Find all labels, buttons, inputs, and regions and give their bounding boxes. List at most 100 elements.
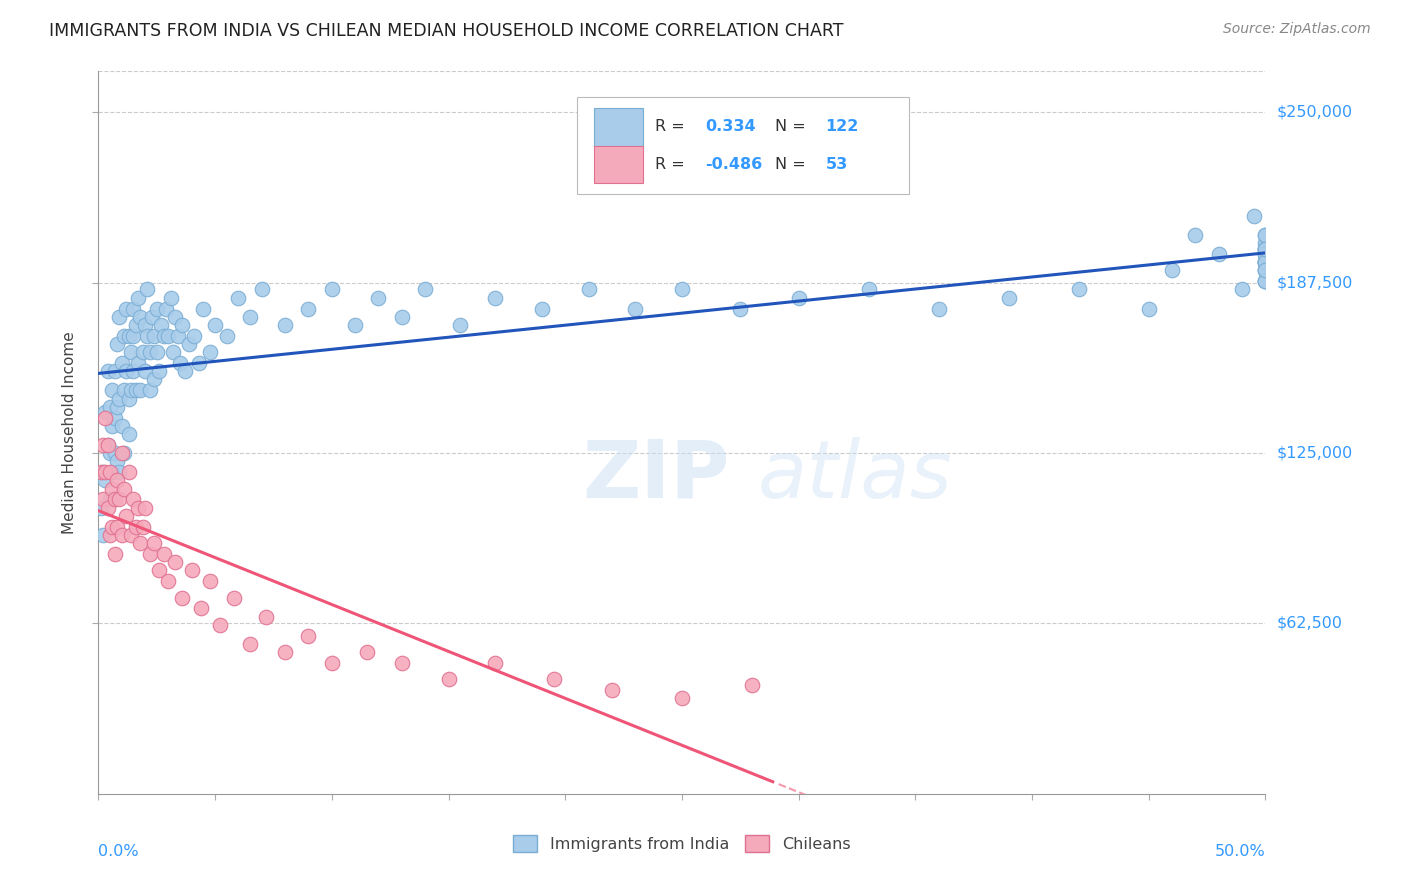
Point bbox=[997, 291, 1019, 305]
Point bbox=[139, 547, 162, 561]
Point bbox=[250, 283, 273, 297]
Point bbox=[484, 656, 506, 670]
Point bbox=[120, 345, 142, 359]
Point bbox=[146, 345, 169, 359]
Point bbox=[297, 629, 319, 643]
Point bbox=[356, 645, 378, 659]
Point bbox=[122, 301, 145, 316]
Point bbox=[118, 392, 141, 406]
Point bbox=[118, 465, 141, 479]
Point bbox=[118, 328, 141, 343]
Point bbox=[101, 418, 124, 433]
Point bbox=[1254, 274, 1277, 288]
Point bbox=[1230, 283, 1253, 297]
Point bbox=[105, 454, 128, 468]
Point bbox=[101, 465, 124, 479]
Point bbox=[165, 310, 187, 324]
Point bbox=[122, 328, 145, 343]
Point bbox=[143, 536, 166, 550]
Text: N =: N = bbox=[775, 120, 811, 135]
Point bbox=[1254, 242, 1277, 256]
Point bbox=[1067, 283, 1090, 297]
Point bbox=[1254, 247, 1277, 261]
Point bbox=[115, 301, 138, 316]
Text: $62,500: $62,500 bbox=[1277, 616, 1343, 631]
Point bbox=[274, 318, 297, 332]
Point bbox=[112, 328, 135, 343]
Point bbox=[132, 345, 155, 359]
Point bbox=[204, 318, 226, 332]
Point bbox=[166, 328, 188, 343]
Point bbox=[146, 301, 169, 316]
Point bbox=[1254, 255, 1277, 269]
Point bbox=[239, 310, 262, 324]
Point bbox=[222, 591, 245, 605]
Point bbox=[172, 591, 194, 605]
Point bbox=[122, 492, 145, 507]
Legend: Immigrants from India, Chileans: Immigrants from India, Chileans bbox=[506, 829, 858, 858]
Point bbox=[180, 563, 202, 577]
Point bbox=[127, 500, 149, 515]
Point bbox=[91, 492, 114, 507]
Point bbox=[1161, 263, 1184, 277]
Point bbox=[730, 301, 752, 316]
Point bbox=[101, 482, 124, 496]
Text: Source: ZipAtlas.com: Source: ZipAtlas.com bbox=[1223, 22, 1371, 37]
Point bbox=[1254, 263, 1277, 277]
Point bbox=[108, 310, 131, 324]
Point bbox=[1184, 227, 1206, 242]
Point bbox=[578, 283, 600, 297]
Text: 0.0%: 0.0% bbox=[98, 845, 139, 860]
Text: N =: N = bbox=[775, 157, 811, 172]
Point bbox=[321, 283, 343, 297]
Point bbox=[129, 310, 152, 324]
Point bbox=[215, 328, 238, 343]
Text: 0.334: 0.334 bbox=[706, 120, 756, 135]
Point bbox=[1254, 242, 1277, 256]
Point bbox=[129, 384, 152, 398]
Point bbox=[172, 318, 194, 332]
Text: ZIP: ZIP bbox=[582, 437, 730, 515]
Point bbox=[136, 328, 159, 343]
Point bbox=[143, 328, 166, 343]
Point bbox=[148, 364, 170, 378]
Point bbox=[157, 328, 180, 343]
Point bbox=[98, 528, 121, 542]
Point bbox=[98, 446, 121, 460]
Point bbox=[1254, 247, 1277, 261]
Point bbox=[1208, 247, 1230, 261]
Point bbox=[187, 356, 209, 370]
Point bbox=[111, 418, 134, 433]
Point bbox=[118, 427, 141, 442]
Text: $125,000: $125,000 bbox=[1277, 446, 1353, 460]
Text: IMMIGRANTS FROM INDIA VS CHILEAN MEDIAN HOUSEHOLD INCOME CORRELATION CHART: IMMIGRANTS FROM INDIA VS CHILEAN MEDIAN … bbox=[49, 22, 844, 40]
Point bbox=[91, 465, 114, 479]
Point bbox=[127, 291, 149, 305]
Point bbox=[297, 301, 319, 316]
Point bbox=[112, 446, 135, 460]
Point bbox=[98, 492, 121, 507]
Point bbox=[97, 364, 120, 378]
Text: 53: 53 bbox=[825, 157, 848, 172]
Point bbox=[413, 283, 436, 297]
Point bbox=[108, 465, 131, 479]
Point bbox=[344, 318, 367, 332]
Point bbox=[228, 291, 250, 305]
Text: 122: 122 bbox=[825, 120, 859, 135]
Point bbox=[90, 465, 112, 479]
Point bbox=[104, 364, 127, 378]
Point bbox=[148, 563, 170, 577]
Point bbox=[671, 691, 693, 706]
Point bbox=[787, 291, 810, 305]
Point bbox=[104, 492, 127, 507]
Point bbox=[1254, 263, 1277, 277]
Point bbox=[97, 438, 120, 452]
Point bbox=[125, 519, 148, 533]
Point bbox=[94, 405, 117, 419]
Point bbox=[1254, 255, 1277, 269]
FancyBboxPatch shape bbox=[576, 96, 910, 194]
Point bbox=[1254, 274, 1277, 288]
Point bbox=[91, 528, 114, 542]
Point bbox=[1254, 227, 1277, 242]
Point bbox=[173, 364, 195, 378]
